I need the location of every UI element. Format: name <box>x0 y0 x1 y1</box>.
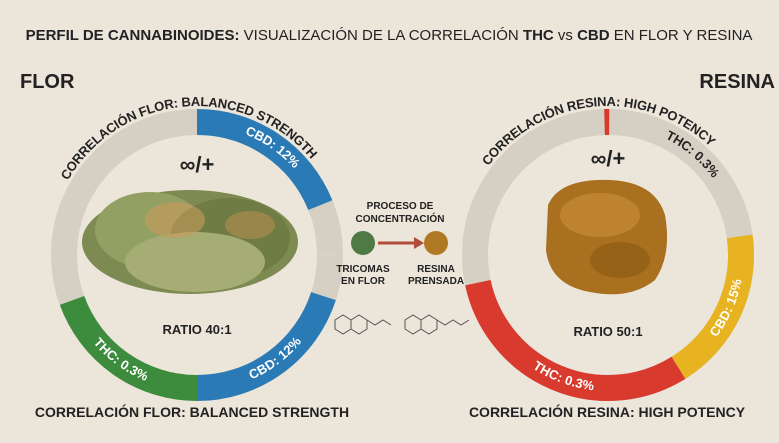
ring-segment <box>671 234 754 379</box>
ratio: RATIO 50:1 <box>573 324 642 339</box>
process-label: RESINA <box>417 264 455 275</box>
resin-image <box>546 179 668 295</box>
symbol: ∞/+ <box>591 146 626 171</box>
section-label: FLOR <box>20 71 75 93</box>
section-label: RESINA <box>699 71 775 93</box>
caption: CORRELACIÓN FLOR: BALANCED STRENGTH <box>35 403 349 420</box>
molecule <box>334 314 392 335</box>
ring-segment <box>196 109 333 211</box>
title-part: CBD <box>577 27 610 44</box>
trichome-icon <box>351 231 375 255</box>
ring-segment <box>59 295 198 401</box>
title-part: THC <box>523 27 554 44</box>
process-label: TRICOMAS <box>336 264 390 275</box>
ratio: RATIO 40:1 <box>162 322 231 337</box>
title-part: vs <box>554 27 577 44</box>
arrow-head <box>414 237 424 249</box>
process-label: EN FLOR <box>341 276 386 287</box>
ring-segment <box>465 279 686 401</box>
caption: CORRELACIÓN RESINA: HIGH POTENCY <box>469 403 746 420</box>
process-title: PROCESO DE <box>367 201 434 212</box>
process-label: PRENSADA <box>408 276 464 287</box>
molecule <box>404 314 470 335</box>
flower-image <box>82 190 298 294</box>
title-part: PERFIL DE CANNABINOIDES: <box>26 27 240 44</box>
process-title: CONCENTRACIÓN <box>356 212 445 225</box>
symbol: ∞/+ <box>180 152 215 177</box>
title-part: VISUALIZACIÓN DE LA CORRELACIÓN <box>240 27 523 44</box>
title: PERFIL DE CANNABINOIDES: VISUALIZACIÓN D… <box>26 27 753 44</box>
ring-segment <box>196 291 336 401</box>
title-part: EN FLOR Y RESINA <box>610 27 753 44</box>
resin-icon <box>424 231 448 255</box>
process-diagram: PROCESO DE CONCENTRACIÓN TRICOMAS EN FLO… <box>334 201 470 335</box>
